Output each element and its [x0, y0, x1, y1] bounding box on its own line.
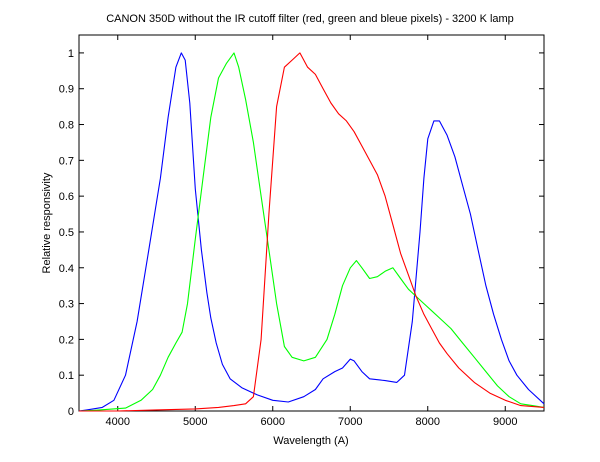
x-axis: 4000 5000 6000 7000 8000 9000: [106, 35, 517, 428]
x-tick-label: 7000: [338, 416, 362, 428]
x-axis-label: Wavelength (A): [273, 435, 348, 447]
series-line-2: [79, 52, 545, 412]
y-tick-label: 0: [68, 406, 74, 418]
series-line-0: [78, 52, 545, 412]
x-tick-label: 9000: [493, 416, 517, 428]
plot-area: [78, 34, 545, 412]
y-tick-label: 0.3: [59, 299, 74, 311]
chart-title: CANON 350D without the IR cutoff filter …: [106, 13, 514, 25]
y-tick-label: 0.8: [59, 120, 74, 132]
y-tick-label: 0.4: [59, 263, 74, 275]
x-tick-label: 4000: [106, 416, 130, 428]
x-tick-label: 5000: [183, 416, 207, 428]
y-tick-label: 0.6: [59, 191, 74, 203]
y-tick-label: 0.7: [59, 155, 74, 167]
x-tick-label: 6000: [261, 416, 285, 428]
series-group: [78, 52, 545, 412]
series-line-1: [78, 52, 545, 412]
x-tick-label: 8000: [416, 416, 440, 428]
y-axis-label: Relative responsivity: [41, 172, 53, 273]
y-tick-label: 0.2: [59, 334, 74, 346]
y-tick-label: 0.5: [59, 227, 74, 239]
y-tick-label: 1: [68, 48, 74, 60]
y-tick-label: 0.9: [59, 84, 74, 96]
y-tick-label: 0.1: [59, 370, 74, 382]
